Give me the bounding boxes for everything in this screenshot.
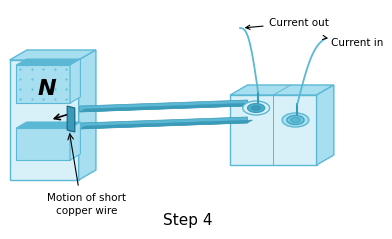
Text: Step 4: Step 4 (163, 213, 213, 228)
Polygon shape (80, 117, 247, 129)
Ellipse shape (243, 101, 270, 115)
Text: Current out: Current out (246, 18, 328, 29)
Polygon shape (230, 95, 317, 165)
Polygon shape (16, 65, 70, 103)
Text: Current in: Current in (323, 35, 383, 48)
Text: N: N (38, 79, 56, 99)
Polygon shape (9, 50, 96, 60)
Polygon shape (80, 100, 247, 112)
Polygon shape (70, 122, 80, 160)
Ellipse shape (287, 115, 304, 125)
Polygon shape (317, 85, 334, 165)
Ellipse shape (247, 103, 265, 113)
Polygon shape (67, 106, 75, 132)
Polygon shape (79, 50, 96, 180)
Ellipse shape (251, 105, 261, 110)
Ellipse shape (291, 118, 300, 123)
Polygon shape (80, 120, 253, 129)
Polygon shape (230, 85, 334, 95)
Polygon shape (9, 60, 79, 180)
Polygon shape (70, 59, 80, 103)
Ellipse shape (282, 113, 309, 127)
Polygon shape (16, 59, 80, 65)
Polygon shape (16, 122, 80, 128)
Polygon shape (16, 128, 70, 160)
Text: Motion of short
copper wire: Motion of short copper wire (47, 193, 126, 216)
Polygon shape (80, 103, 253, 112)
